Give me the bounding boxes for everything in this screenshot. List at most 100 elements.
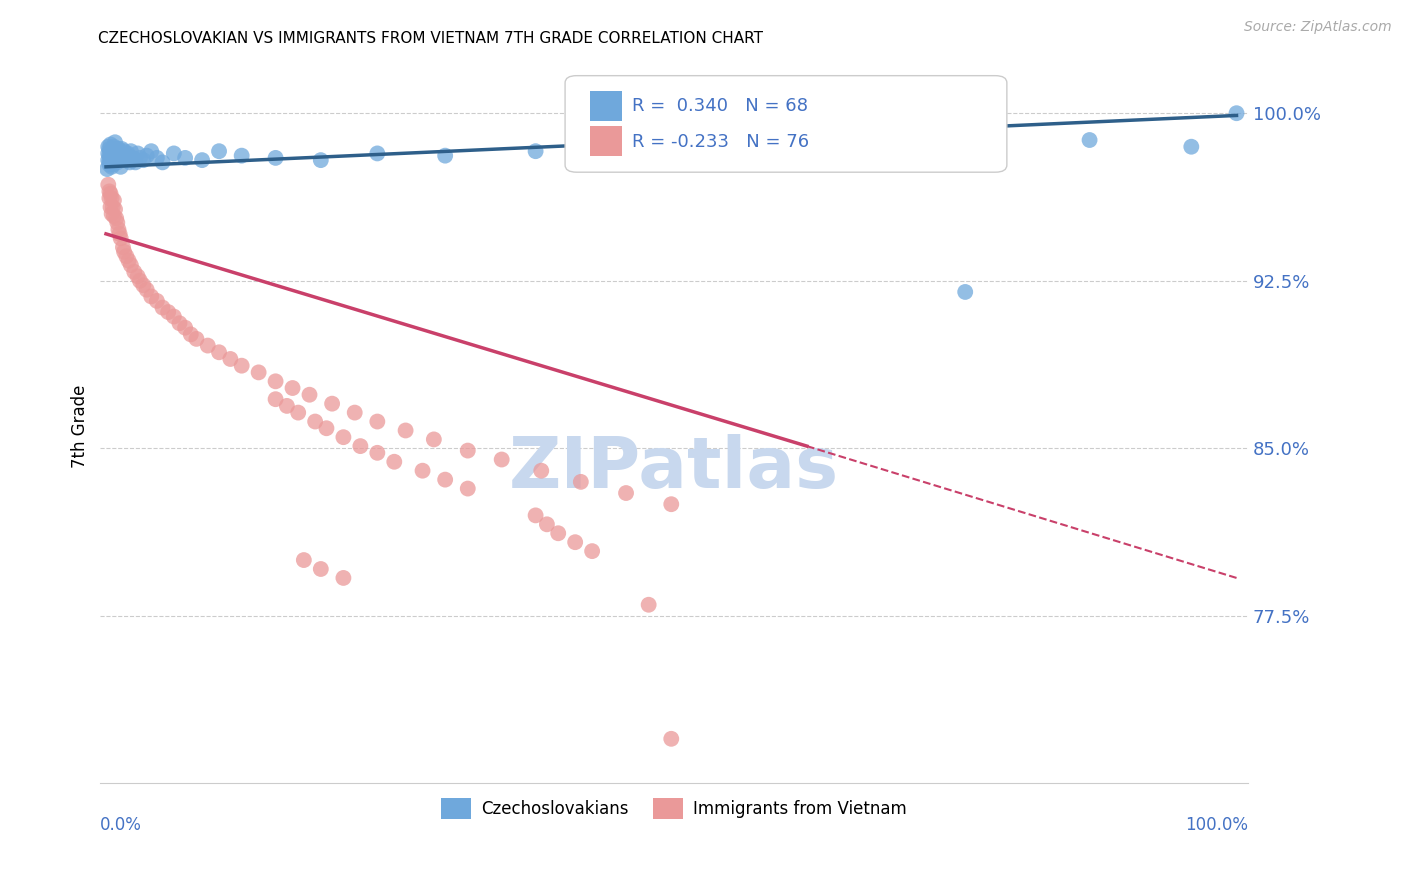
Point (111, 153, 134, 168)
Point (115, 249, 138, 263)
Point (107, 142, 129, 156)
Point (524, 144, 547, 158)
Point (292, 553, 315, 567)
Point (100, 144, 122, 158)
Text: 100.0%: 100.0% (1185, 815, 1249, 834)
Point (100, 153, 122, 168)
Point (97, 139, 120, 153)
Point (152, 155, 174, 169)
Point (163, 146, 186, 161)
Point (309, 562, 332, 576)
Point (304, 415, 326, 429)
Point (231, 149, 253, 163)
Point (111, 151, 134, 165)
Point (129, 274, 152, 288)
Point (105, 151, 128, 165)
Y-axis label: 7th Grade: 7th Grade (72, 384, 89, 467)
Point (124, 155, 146, 169)
Point (315, 421, 337, 435)
Point (321, 397, 343, 411)
Point (146, 151, 169, 165)
Point (637, 598, 659, 612)
Point (100, 200, 122, 214)
Point (309, 153, 332, 168)
Point (412, 464, 434, 478)
Point (276, 399, 298, 413)
Point (132, 278, 155, 293)
Point (120, 144, 142, 158)
Point (96, 162, 118, 177)
Point (107, 222, 129, 236)
Point (98, 158, 121, 172)
Point (101, 142, 124, 156)
Point (141, 289, 163, 303)
Point (103, 149, 125, 163)
Point (97, 146, 120, 161)
Point (366, 446, 388, 460)
Point (100, 207, 122, 221)
Point (247, 365, 270, 379)
Point (111, 240, 134, 254)
Point (208, 144, 231, 158)
Point (191, 153, 214, 168)
Point (127, 146, 149, 161)
Point (122, 151, 145, 165)
Text: R = -0.233   N = 76: R = -0.233 N = 76 (631, 133, 808, 151)
Point (101, 158, 124, 172)
Point (98, 191, 121, 205)
Point (127, 269, 149, 284)
Point (104, 153, 127, 168)
Point (104, 202, 127, 217)
Point (423, 433, 446, 447)
Point (264, 151, 287, 165)
Point (146, 293, 169, 308)
Point (132, 153, 155, 168)
Text: CZECHOSLOVAKIAN VS IMMIGRANTS FROM VIETNAM 7TH GRADE CORRELATION CHART: CZECHOSLOVAKIAN VS IMMIGRANTS FROM VIETN… (98, 31, 763, 46)
Point (100, 160, 122, 174)
Point (394, 424, 416, 438)
Point (117, 146, 139, 161)
Point (98, 142, 121, 156)
Point (97, 153, 120, 168)
Point (219, 351, 242, 366)
Point (180, 327, 202, 342)
Point (101, 151, 124, 165)
FancyBboxPatch shape (565, 76, 1007, 172)
Point (491, 452, 513, 467)
Point (659, 497, 682, 511)
Point (110, 160, 132, 174)
Point (524, 508, 547, 523)
Point (100, 186, 122, 201)
Point (530, 464, 553, 478)
Point (100, 151, 122, 165)
Point (114, 149, 136, 163)
Point (169, 316, 191, 330)
Point (1078, 133, 1101, 147)
Point (135, 149, 157, 163)
Point (163, 310, 186, 324)
Point (100, 191, 122, 205)
Point (174, 151, 197, 165)
Point (117, 151, 139, 165)
Point (366, 415, 388, 429)
Text: R =  0.340   N = 68: R = 0.340 N = 68 (631, 97, 807, 115)
Point (264, 374, 287, 388)
Point (349, 439, 371, 453)
Point (1225, 106, 1247, 120)
Point (157, 305, 180, 319)
Point (120, 258, 142, 272)
Point (101, 200, 124, 214)
Point (105, 146, 128, 161)
Text: 0.0%: 0.0% (100, 815, 142, 834)
Point (197, 338, 219, 352)
Point (111, 142, 134, 156)
Point (547, 526, 569, 541)
Point (100, 137, 122, 152)
Point (103, 139, 125, 153)
Point (614, 151, 637, 165)
Point (105, 216, 128, 230)
Point (100, 144, 122, 158)
Point (152, 301, 174, 315)
Point (98, 149, 121, 163)
Point (129, 151, 152, 165)
